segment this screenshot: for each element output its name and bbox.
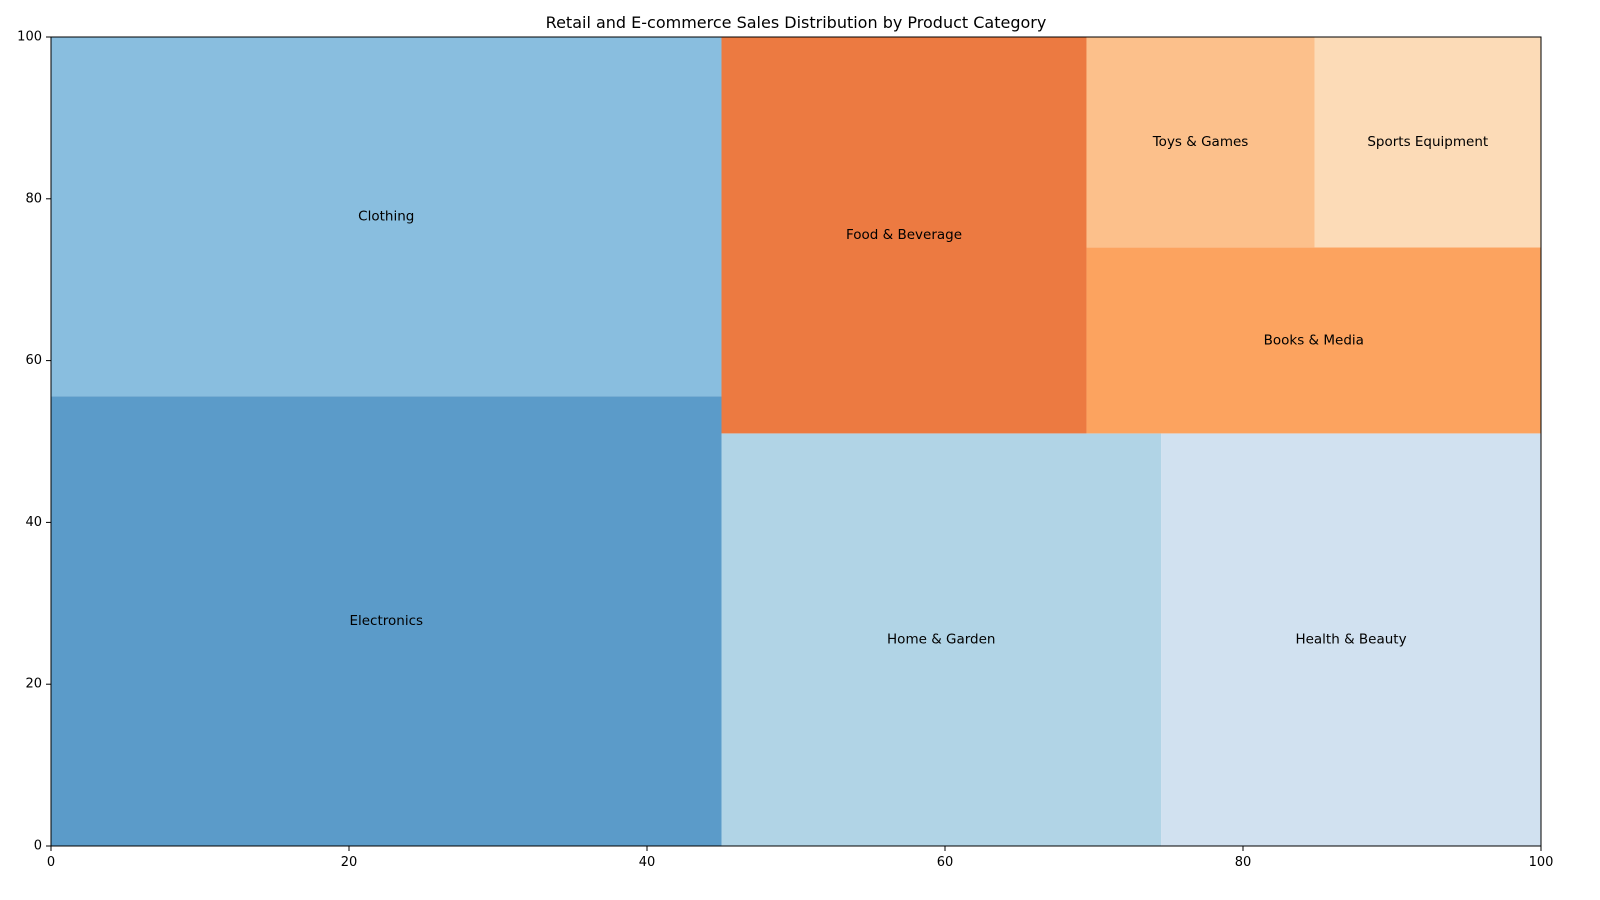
- x-tick-label: 20: [341, 855, 358, 870]
- treemap-rect: [51, 37, 722, 397]
- treemap-rect-label: Food & Beverage: [846, 227, 962, 243]
- treemap-rect: [1086, 247, 1541, 434]
- treemap-rect-label: Sports Equipment: [1367, 134, 1488, 150]
- chart-title: Retail and E-commerce Sales Distribution…: [546, 13, 1047, 32]
- treemap-rect-label: Electronics: [349, 613, 423, 629]
- y-tick-label: 40: [25, 515, 42, 530]
- x-tick-label: 80: [1235, 855, 1252, 870]
- treemap-rect-label: Clothing: [358, 209, 414, 225]
- treemap-rect-label: Toys & Games: [1152, 134, 1249, 150]
- treemap-rect: [1314, 37, 1541, 248]
- treemap-rects: [51, 37, 1541, 846]
- plot-frame: [50, 36, 1542, 847]
- x-tick-label: 100: [1529, 855, 1554, 870]
- x-tick-label: 60: [937, 855, 954, 870]
- x-tick-label: 0: [47, 855, 55, 870]
- treemap-rect-label: Health & Beauty: [1295, 632, 1406, 648]
- y-tick-label: 80: [25, 191, 42, 206]
- treemap-rect: [51, 396, 722, 846]
- treemap-rect: [1086, 37, 1315, 248]
- y-tick-label: 60: [25, 353, 42, 368]
- treemap-labels: Electronics Clothing Home & Garden Health &…: [349, 134, 1488, 648]
- x-tick-label: 40: [639, 855, 656, 870]
- treemap-rect-label: Books & Media: [1264, 332, 1364, 348]
- treemap-rect-label: Home & Garden: [887, 632, 995, 648]
- axes: 0 20 40 60 80 100 0 20 40 60 80 100: [17, 30, 1553, 871]
- treemap-rect: [721, 433, 1162, 846]
- treemap-rect: [721, 37, 1087, 434]
- y-tick-label: 20: [25, 677, 42, 692]
- y-tick-label: 100: [17, 30, 42, 45]
- treemap-rect: [1161, 433, 1541, 846]
- y-tick-label: 0: [34, 839, 42, 854]
